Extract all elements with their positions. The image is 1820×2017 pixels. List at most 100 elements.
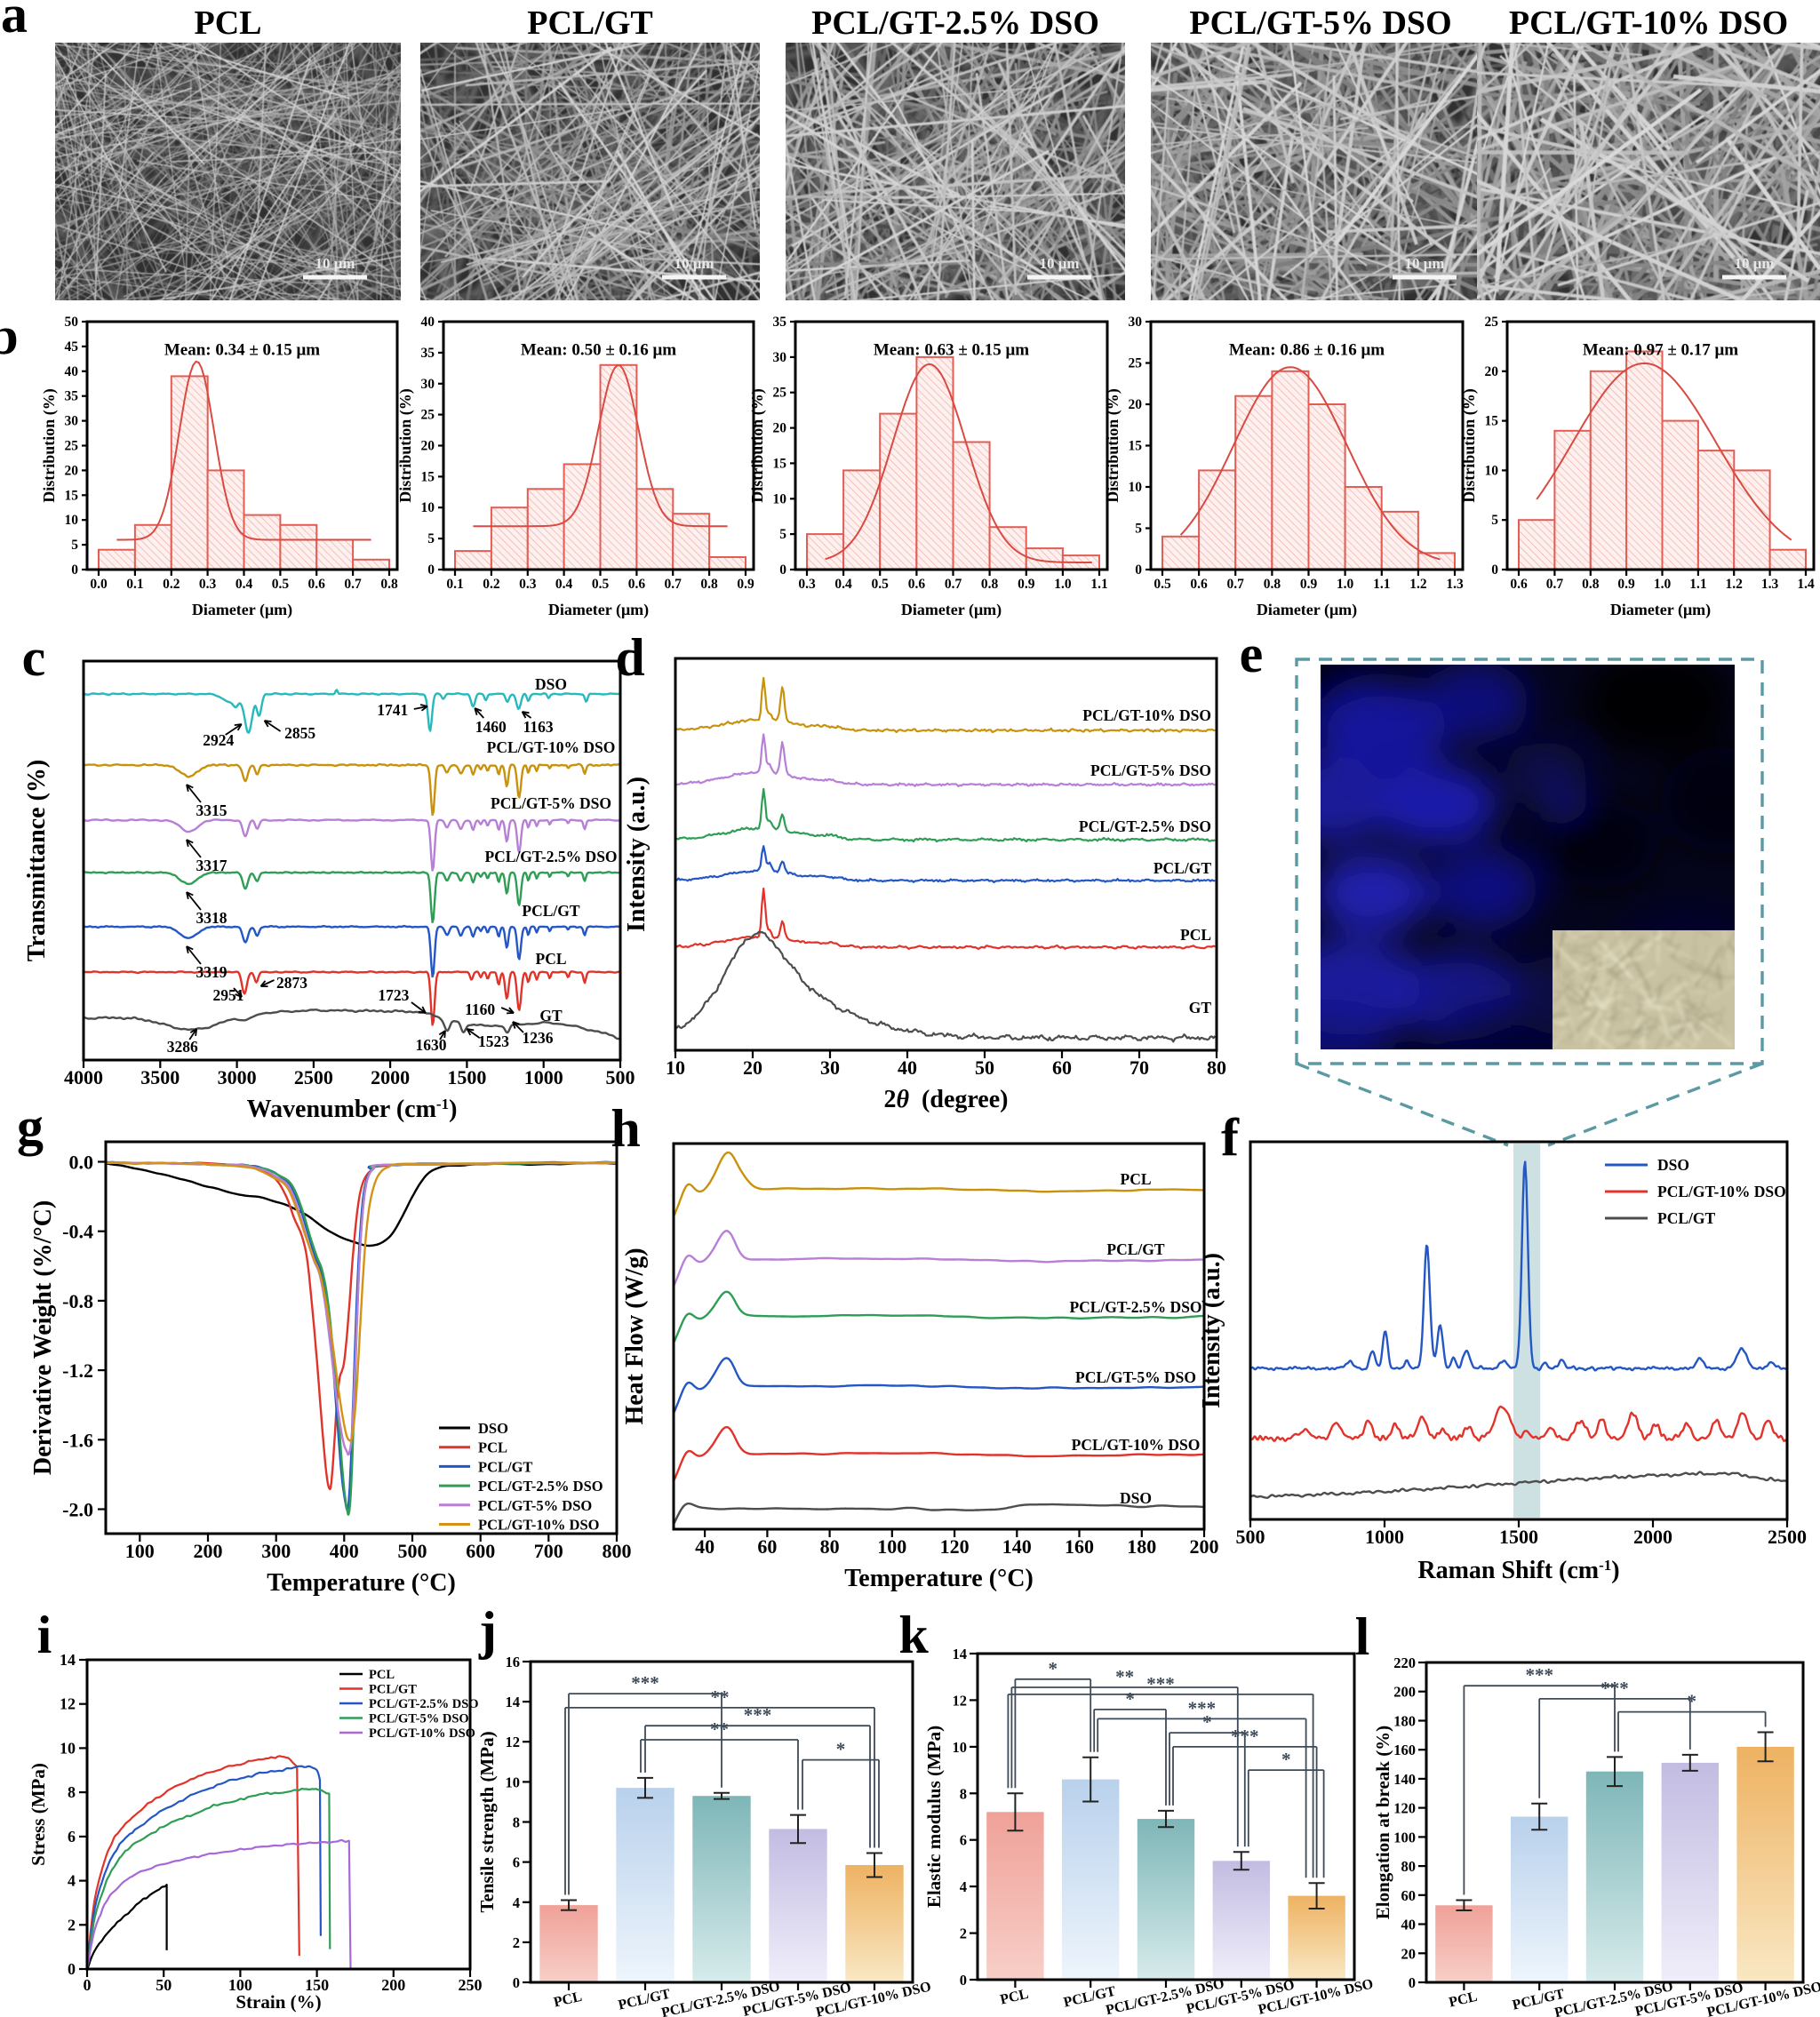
svg-text:140: 140 <box>1393 1771 1416 1788</box>
svg-text:600: 600 <box>466 1540 495 1562</box>
svg-text:***: *** <box>631 1672 659 1694</box>
svg-text:1.0: 1.0 <box>1054 577 1072 592</box>
svg-text:Diameter (μm): Diameter (μm) <box>192 601 292 619</box>
svg-text:PCL: PCL <box>369 1668 395 1682</box>
svg-text:3315: 3315 <box>196 801 228 819</box>
svg-text:*: * <box>1125 1688 1135 1710</box>
svg-text:PCL/GT: PCL/GT <box>1153 859 1211 877</box>
svg-text:1.2: 1.2 <box>1726 577 1744 592</box>
svg-text:l: l <box>1355 1607 1370 1666</box>
svg-text:PCL: PCL <box>1121 1170 1152 1188</box>
svg-text:1.0: 1.0 <box>1654 577 1672 592</box>
svg-text:10: 10 <box>773 491 787 506</box>
svg-text:DSO: DSO <box>478 1420 508 1437</box>
svg-text:0.8: 0.8 <box>1582 577 1600 592</box>
svg-text:1523: 1523 <box>478 1032 509 1050</box>
svg-text:PCL/GT-5% DSO: PCL/GT-5% DSO <box>1090 761 1211 779</box>
svg-text:10 μm: 10 μm <box>1404 255 1444 272</box>
svg-text:2500: 2500 <box>1768 1526 1807 1548</box>
svg-text:PCL/GT-10% DSO: PCL/GT-10% DSO <box>487 738 616 756</box>
svg-text:0.2: 0.2 <box>163 577 180 592</box>
svg-text:***: *** <box>1188 1697 1217 1718</box>
svg-text:Transmittance (%): Transmittance (%) <box>23 760 51 961</box>
svg-text:200: 200 <box>194 1540 223 1562</box>
svg-text:10 μm: 10 μm <box>1039 255 1079 272</box>
svg-text:15: 15 <box>421 469 435 484</box>
svg-text:Heat Flow (W/g): Heat Flow (W/g) <box>621 1248 649 1424</box>
svg-text:PCL: PCL <box>1180 926 1211 944</box>
svg-text:-1.6: -1.6 <box>62 1429 93 1451</box>
svg-text:g: g <box>17 1097 44 1156</box>
svg-text:20: 20 <box>773 421 787 436</box>
svg-text:Tensile strength (MPa): Tensile strength (MPa) <box>476 1731 498 1912</box>
svg-text:6: 6 <box>68 1828 76 1846</box>
svg-text:DSO: DSO <box>535 675 567 693</box>
svg-text:0.2: 0.2 <box>483 577 500 592</box>
svg-text:14: 14 <box>506 1694 521 1710</box>
svg-text:PCL/GT-5% DSO: PCL/GT-5% DSO <box>369 1712 469 1726</box>
svg-text:1.2: 1.2 <box>1409 577 1427 592</box>
svg-text:GT: GT <box>1189 999 1212 1016</box>
svg-text:60: 60 <box>757 1535 777 1558</box>
svg-text:1163: 1163 <box>523 718 554 736</box>
svg-text:1630: 1630 <box>416 1036 447 1054</box>
svg-text:0.3: 0.3 <box>798 577 816 592</box>
svg-text:PCL/GT-5% DSO: PCL/GT-5% DSO <box>1075 1368 1196 1386</box>
svg-text:2924: 2924 <box>203 731 234 749</box>
svg-text:***: *** <box>1146 1673 1175 1694</box>
svg-text:Mean: 0.63 ± 0.15 μm: Mean: 0.63 ± 0.15 μm <box>874 341 1029 360</box>
svg-text:Strain (%): Strain (%) <box>235 1991 321 2013</box>
svg-text:0: 0 <box>427 562 435 578</box>
svg-text:160: 160 <box>1393 1742 1416 1758</box>
svg-text:15: 15 <box>1129 439 1143 454</box>
svg-text:6: 6 <box>513 1854 520 1871</box>
svg-text:10: 10 <box>666 1056 685 1079</box>
svg-text:PCL/GT: PCL/GT <box>478 1458 532 1475</box>
svg-text:50: 50 <box>975 1056 994 1079</box>
svg-text:**: ** <box>710 1718 729 1740</box>
svg-text:35: 35 <box>773 315 787 330</box>
svg-text:0: 0 <box>1409 1974 1416 1991</box>
svg-text:PCL/GT: PCL/GT <box>527 4 652 42</box>
svg-text:Temperature (°C): Temperature (°C) <box>267 1569 456 1597</box>
svg-text:10 μm: 10 μm <box>315 255 355 272</box>
svg-text:20: 20 <box>743 1056 762 1079</box>
svg-text:0.7: 0.7 <box>945 577 962 592</box>
svg-text:180: 180 <box>1127 1535 1156 1558</box>
svg-text:8: 8 <box>960 1785 967 1802</box>
svg-text:PCL: PCL <box>195 4 262 42</box>
svg-text:8: 8 <box>513 1814 520 1831</box>
svg-text:Mean: 0.86 ± 0.16 μm: Mean: 0.86 ± 0.16 μm <box>1229 341 1385 360</box>
svg-text:0.8: 0.8 <box>700 577 718 592</box>
svg-text:10 μm: 10 μm <box>1734 255 1774 272</box>
svg-text:***: *** <box>1231 1726 1259 1747</box>
svg-text:220: 220 <box>1393 1654 1416 1671</box>
svg-text:0.9: 0.9 <box>1617 577 1635 592</box>
svg-text:20: 20 <box>65 463 79 478</box>
svg-text:60: 60 <box>1401 1887 1417 1904</box>
svg-text:180: 180 <box>1393 1713 1416 1730</box>
svg-text:0.7: 0.7 <box>344 577 362 592</box>
svg-text:0.4: 0.4 <box>235 577 253 592</box>
svg-text:35: 35 <box>65 389 79 404</box>
svg-text:5: 5 <box>427 531 435 546</box>
svg-text:Distribution (%): Distribution (%) <box>40 388 59 503</box>
svg-text:4: 4 <box>513 1894 520 1911</box>
svg-text:3319: 3319 <box>196 963 228 981</box>
svg-text:Elongation at break (%): Elongation at break (%) <box>1372 1726 1393 1919</box>
svg-text:200: 200 <box>381 1976 405 1994</box>
svg-text:15: 15 <box>773 456 787 471</box>
svg-text:0.7: 0.7 <box>665 577 682 592</box>
svg-text:0.9: 0.9 <box>737 577 754 592</box>
svg-text:2000: 2000 <box>371 1066 410 1088</box>
svg-text:14: 14 <box>60 1651 76 1669</box>
svg-text:0: 0 <box>779 562 786 578</box>
svg-text:0.5: 0.5 <box>1153 577 1171 592</box>
svg-text:PCL/GT-2.5% DSO: PCL/GT-2.5% DSO <box>811 4 1099 42</box>
svg-text:40: 40 <box>898 1056 917 1079</box>
svg-text:4000: 4000 <box>64 1066 103 1088</box>
svg-text:0.0: 0.0 <box>90 577 108 592</box>
svg-text:40: 40 <box>695 1535 714 1558</box>
svg-text:2873: 2873 <box>276 974 307 992</box>
svg-text:12: 12 <box>953 1692 968 1709</box>
